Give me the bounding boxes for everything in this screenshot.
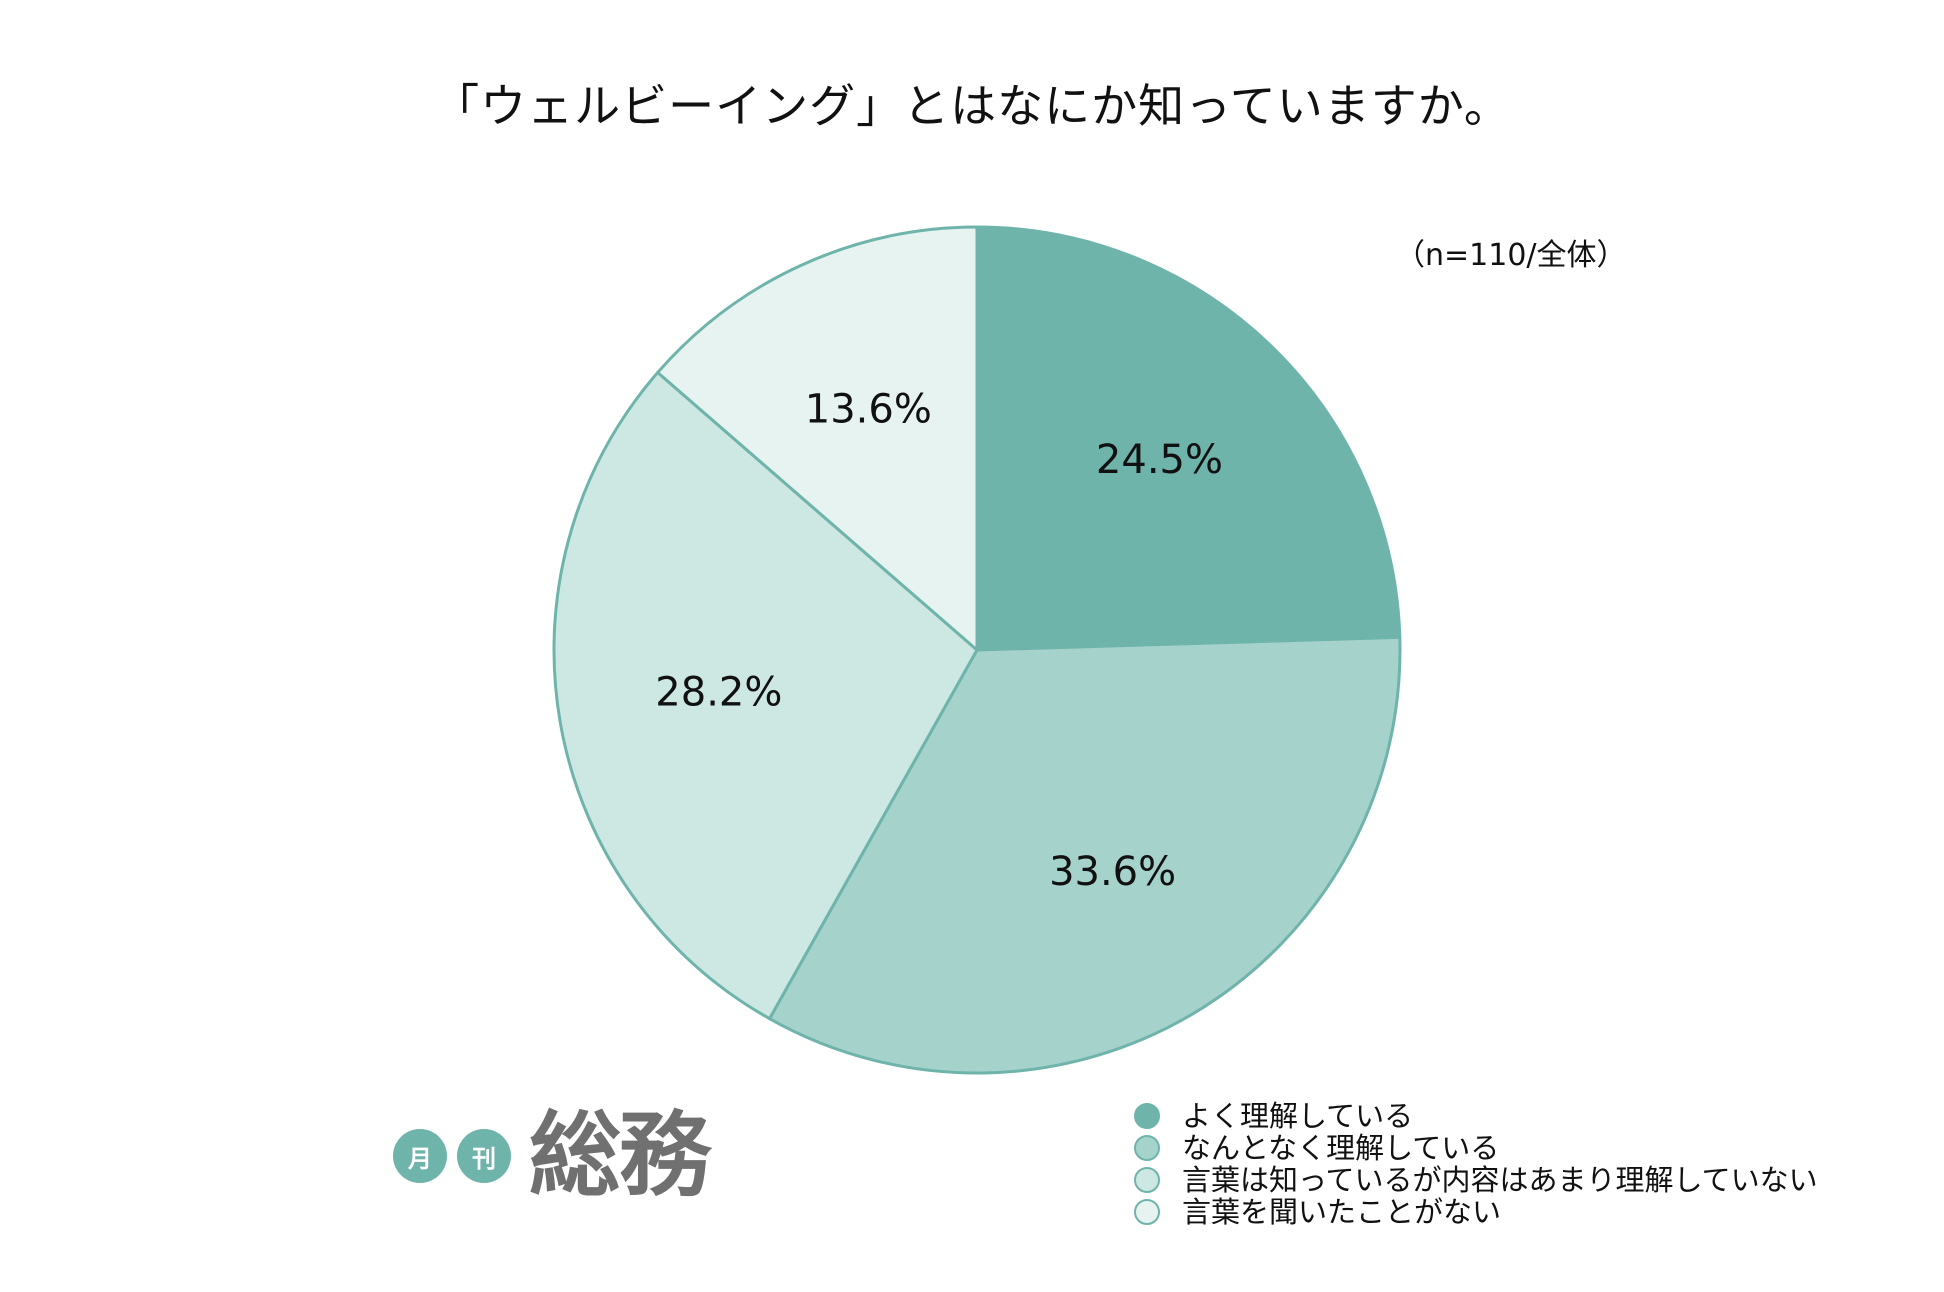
pie-slice-label-2: 28.2% — [655, 670, 782, 716]
pie-slice-2 — [552, 371, 979, 1021]
pie-slice-3 — [656, 225, 979, 652]
legend-swatch-0 — [1134, 1103, 1160, 1129]
logo-badge-month: 月 — [393, 1129, 447, 1183]
legend-item: 言葉は知っているが内容はあまり理解していない — [1134, 1164, 1818, 1196]
legend-label: 言葉を聞いたことがない — [1182, 1195, 1502, 1229]
legend-label: なんとなく理解している — [1182, 1131, 1500, 1165]
legend-item: なんとなく理解している — [1134, 1132, 1818, 1164]
chart-title: 「ウェルビーイング」とはなにか知っていますか。 — [433, 79, 1511, 133]
sample-size-note: （n=110/全体） — [1395, 238, 1627, 273]
legend-swatch-3 — [1134, 1199, 1160, 1225]
pie-slice-label-0: 24.5% — [1096, 437, 1223, 483]
publisher-logo: 月 刊 総務 — [393, 1102, 711, 1209]
pie-slice-0 — [975, 225, 1402, 652]
legend-swatch-2 — [1134, 1167, 1160, 1193]
legend-item: 言葉を聞いたことがない — [1134, 1196, 1818, 1228]
logo-wordmark: 総務 — [529, 1102, 711, 1209]
pie-slice-1 — [768, 635, 1402, 1075]
legend-item: よく理解している — [1134, 1100, 1818, 1132]
logo-badge-issue: 刊 — [457, 1129, 511, 1183]
legend-swatch-1 — [1134, 1135, 1160, 1161]
legend: よく理解している なんとなく理解している 言葉は知っているが内容はあまり理解して… — [1134, 1100, 1818, 1228]
legend-label: よく理解している — [1182, 1099, 1414, 1133]
pie-slice-label-3: 13.6% — [805, 387, 932, 433]
pie-slice-label-1: 33.6% — [1049, 849, 1176, 895]
legend-label: 言葉は知っているが内容はあまり理解していない — [1182, 1163, 1818, 1197]
